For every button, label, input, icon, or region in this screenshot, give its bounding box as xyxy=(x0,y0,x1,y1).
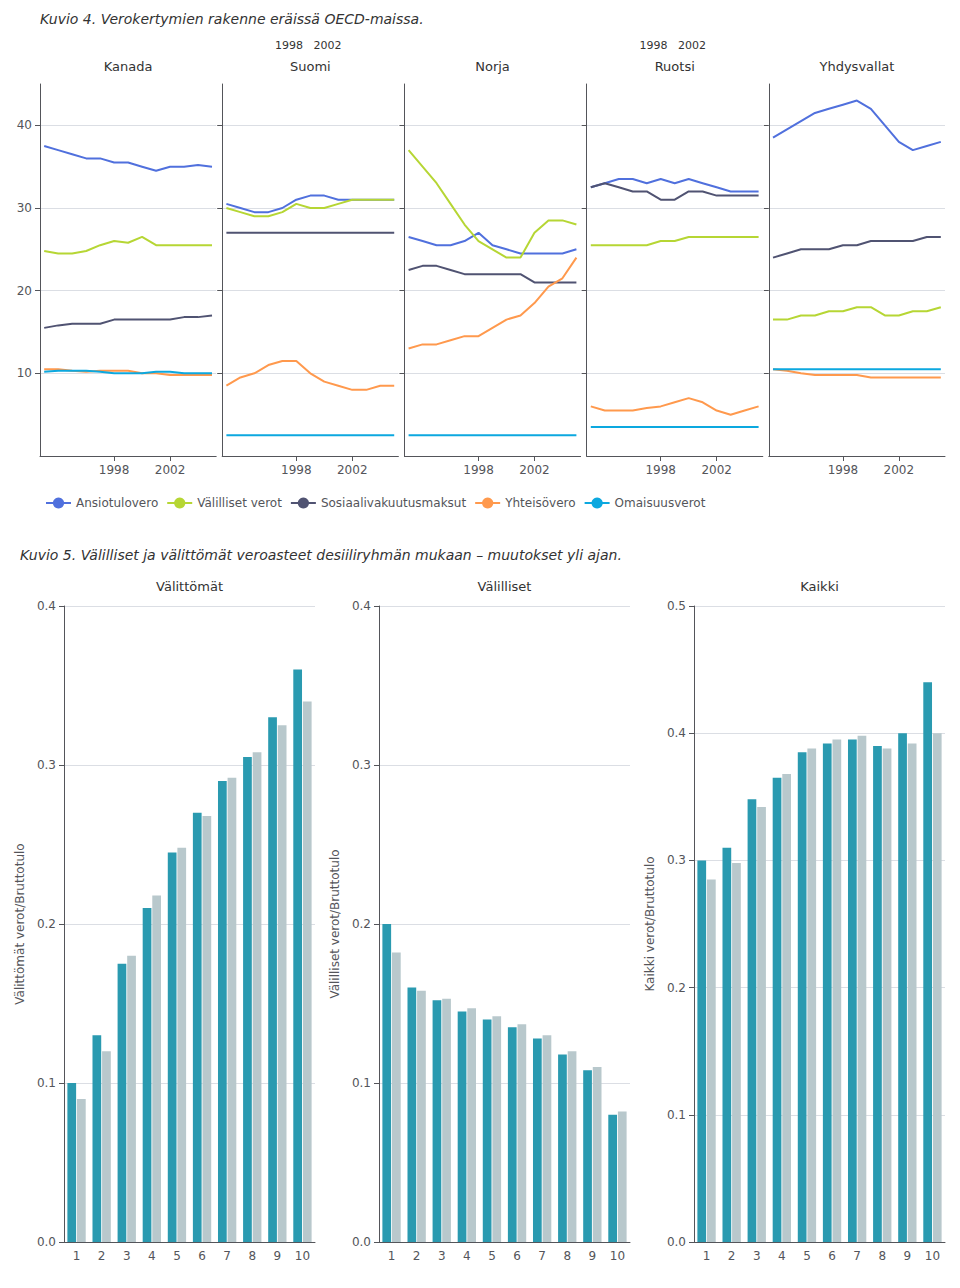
svg-text:0.3: 0.3 xyxy=(352,758,371,772)
svg-text:2: 2 xyxy=(728,1249,736,1263)
svg-text:9: 9 xyxy=(904,1249,912,1263)
svg-text:0.1: 0.1 xyxy=(667,1108,686,1122)
svg-text:3: 3 xyxy=(123,1249,131,1263)
svg-text:8: 8 xyxy=(563,1249,571,1263)
svg-text:3: 3 xyxy=(438,1249,446,1263)
svg-text:1998: 1998 xyxy=(828,463,859,477)
svg-text:Välittömät: Välittömät xyxy=(156,579,223,594)
svg-text:7: 7 xyxy=(853,1249,861,1263)
svg-text:1: 1 xyxy=(73,1249,81,1263)
svg-text:10: 10 xyxy=(610,1249,625,1263)
svg-text:8: 8 xyxy=(248,1249,256,1263)
svg-text:Välilliset verot: Välilliset verot xyxy=(197,496,282,510)
svg-text:0.2: 0.2 xyxy=(37,917,56,931)
svg-text:0.3: 0.3 xyxy=(667,853,686,867)
svg-text:Välilliset verot/Bruttotulo: Välilliset verot/Bruttotulo xyxy=(328,849,342,998)
svg-text:Omaisuusverot: Omaisuusverot xyxy=(615,496,706,510)
svg-text:1998 2002: 1998 2002 xyxy=(275,39,341,52)
svg-text:0.3: 0.3 xyxy=(37,758,56,772)
svg-text:4: 4 xyxy=(463,1249,471,1263)
svg-text:1998: 1998 xyxy=(645,463,676,477)
svg-text:10: 10 xyxy=(295,1249,310,1263)
svg-text:1: 1 xyxy=(703,1249,711,1263)
svg-text:1998: 1998 xyxy=(99,463,130,477)
svg-text:2002: 2002 xyxy=(884,463,915,477)
svg-text:6: 6 xyxy=(828,1249,836,1263)
svg-text:Kuvio 4. Verokertymien rakenne: Kuvio 4. Verokertymien rakenne eräissä O… xyxy=(40,11,424,27)
svg-text:Kaikki: Kaikki xyxy=(800,579,839,594)
svg-text:6: 6 xyxy=(513,1249,521,1263)
svg-text:4: 4 xyxy=(778,1249,786,1263)
svg-text:0.5: 0.5 xyxy=(667,599,686,613)
svg-text:1998 2002: 1998 2002 xyxy=(639,39,705,52)
svg-text:10: 10 xyxy=(925,1249,940,1263)
svg-text:5: 5 xyxy=(488,1249,496,1263)
svg-text:9: 9 xyxy=(589,1249,597,1263)
svg-text:5: 5 xyxy=(803,1249,811,1263)
svg-text:4: 4 xyxy=(148,1249,156,1263)
svg-text:2002: 2002 xyxy=(701,463,732,477)
svg-text:2002: 2002 xyxy=(519,463,550,477)
svg-text:30: 30 xyxy=(17,201,32,215)
svg-text:10: 10 xyxy=(17,366,32,380)
svg-text:Välilliset: Välilliset xyxy=(478,579,532,594)
svg-text:20: 20 xyxy=(17,284,32,298)
svg-text:0.1: 0.1 xyxy=(37,1076,56,1090)
svg-text:0.1: 0.1 xyxy=(352,1076,371,1090)
svg-text:Kaikki verot/Bruttotulo: Kaikki verot/Bruttotulo xyxy=(643,856,657,991)
svg-text:7: 7 xyxy=(223,1249,231,1263)
svg-text:7: 7 xyxy=(538,1249,546,1263)
svg-text:Suomi: Suomi xyxy=(290,59,331,74)
svg-text:2002: 2002 xyxy=(155,463,186,477)
svg-text:0.4: 0.4 xyxy=(667,726,686,740)
svg-text:1: 1 xyxy=(388,1249,396,1263)
svg-text:0.0: 0.0 xyxy=(667,1235,686,1249)
svg-text:0.4: 0.4 xyxy=(352,599,371,613)
svg-text:Ruotsi: Ruotsi xyxy=(655,59,695,74)
svg-text:Yhteisövero: Yhteisövero xyxy=(504,496,575,510)
svg-text:9: 9 xyxy=(274,1249,282,1263)
svg-text:8: 8 xyxy=(878,1249,886,1263)
svg-text:1998: 1998 xyxy=(463,463,494,477)
svg-text:2002: 2002 xyxy=(337,463,368,477)
svg-text:0.2: 0.2 xyxy=(667,981,686,995)
svg-text:5: 5 xyxy=(173,1249,181,1263)
svg-text:Norja: Norja xyxy=(475,59,510,74)
svg-text:2: 2 xyxy=(98,1249,106,1263)
svg-text:0.0: 0.0 xyxy=(37,1235,56,1249)
svg-text:0.2: 0.2 xyxy=(352,917,371,931)
svg-text:Yhdysvallat: Yhdysvallat xyxy=(818,59,894,74)
svg-text:Kanada: Kanada xyxy=(104,59,153,74)
svg-text:2: 2 xyxy=(413,1249,421,1263)
svg-text:40: 40 xyxy=(17,118,32,132)
svg-text:0.4: 0.4 xyxy=(37,599,56,613)
svg-text:Kuvio 5. Välilliset ja välittö: Kuvio 5. Välilliset ja välittömät veroas… xyxy=(20,547,622,563)
svg-text:Välittömät verot/Bruttotulo: Välittömät verot/Bruttotulo xyxy=(13,843,27,1004)
svg-text:Ansiotulovero: Ansiotulovero xyxy=(76,496,158,510)
svg-text:1998: 1998 xyxy=(281,463,312,477)
svg-text:0.0: 0.0 xyxy=(352,1235,371,1249)
svg-text:6: 6 xyxy=(198,1249,206,1263)
svg-text:Sosiaalivakuutusmaksut: Sosiaalivakuutusmaksut xyxy=(321,496,467,510)
svg-text:3: 3 xyxy=(753,1249,761,1263)
